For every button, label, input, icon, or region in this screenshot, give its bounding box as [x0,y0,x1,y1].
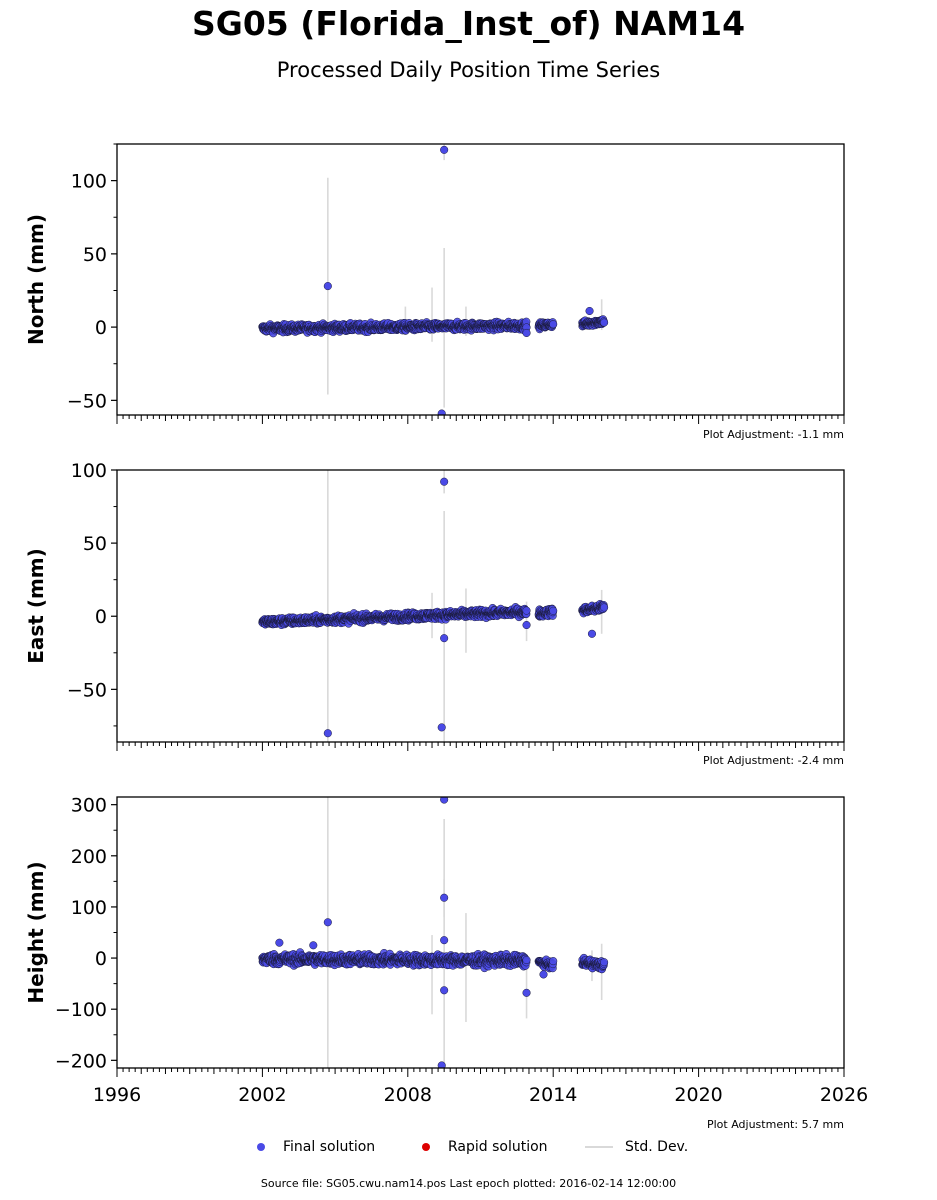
east-y-tick-label: 50 [83,533,107,555]
east-y-tick-label: −50 [67,679,107,701]
height-data-point [522,955,531,965]
height-data-point [600,958,609,967]
height-outlier-point [323,918,332,927]
height-y-tick-label: 0 [95,948,107,970]
east-y-tick-label: 0 [95,606,107,628]
legend-item-std: Std. Dev. [585,1136,688,1158]
east-y-axis-label: East (mm) [24,548,48,664]
north-data-point [549,320,558,329]
north-series [258,144,609,415]
east-plot-adjustment: Plot Adjustment: -2.4 mm [703,754,844,767]
x-tick-label: 2026 [820,1084,868,1106]
height-series [258,797,609,1068]
north-outlier-point [437,409,446,415]
legend-item-final: Final solution [257,1136,375,1158]
east-outlier-point [323,729,332,738]
north-outlier-point [440,145,449,154]
east-outlier-point [587,629,597,638]
x-tick-label: 2020 [674,1084,722,1106]
north-y-tick-label: 50 [83,244,107,266]
height-outlier-point [275,938,284,947]
east-data-point [522,606,531,615]
height-data-point [549,957,558,966]
east-outlier-point [440,477,449,486]
legend-rapid-marker [422,1143,430,1151]
north-axes-frame [116,143,845,416]
x-tick-label: 2002 [238,1084,286,1106]
east-series [258,470,609,742]
north-outlier-point [323,282,332,291]
height-outlier-point [440,797,449,804]
east-data-point [600,603,609,612]
height-outlier-point [437,1061,446,1068]
height-outlier-point [440,936,449,945]
x-tick-label: 1996 [93,1084,141,1106]
east-data-point [549,606,558,615]
east-outlier-point [522,620,531,630]
height-y-tick-label: 200 [71,846,107,868]
north-outlier-point [585,306,594,316]
chart-subtitle: Processed Daily Position Time Series [276,58,661,82]
height-outlier-point [440,986,449,995]
legend-final-marker [257,1143,265,1151]
height-outlier-point [309,941,318,950]
legend-std-label: Std. Dev. [625,1139,689,1155]
north-data-point [600,318,609,327]
north-y-tick-label: 100 [71,171,107,193]
height-y-tick-label: 300 [71,795,107,817]
legend-std-marker [585,1146,613,1148]
height-outlier-point [522,988,531,997]
east-outlier-point [440,634,449,643]
x-tick-label: 2014 [529,1084,577,1106]
legend-final-label: Final solution [283,1139,376,1155]
legend-item-rapid: Rapid solution [422,1136,548,1158]
height-y-tick-label: −200 [55,1050,107,1072]
height-y-tick-label: 100 [71,897,107,919]
legend-rapid-label: Rapid solution [448,1139,548,1155]
north-y-tick-label: −50 [67,390,107,412]
height-y-axis-label: Height (mm) [24,861,48,1003]
north-plot-adjustment: Plot Adjustment: -1.1 mm [703,428,844,441]
height-y-tick-label: −100 [55,999,107,1021]
x-tick-label: 2008 [384,1084,432,1106]
source-file-note: Source file: SG05.cwu.nam14.pos Last epo… [260,1177,677,1190]
height-axes-frame [116,796,845,1069]
north-y-axis-label: North (mm) [24,214,48,345]
north-y-tick-label: 0 [95,317,107,339]
chart-title: SG05 (Florida_Inst_of) NAM14 [191,4,746,43]
east-outlier-point [437,723,446,732]
east-y-tick-label: 100 [71,460,107,482]
height-plot-adjustment: Plot Adjustment: 5.7 mm [706,1118,844,1131]
north-outlier-point [522,328,531,338]
height-outlier-point [440,893,449,902]
height-outlier-point [539,970,548,979]
legend: Final solution Rapid solution Std. Dev. [0,1136,937,1160]
